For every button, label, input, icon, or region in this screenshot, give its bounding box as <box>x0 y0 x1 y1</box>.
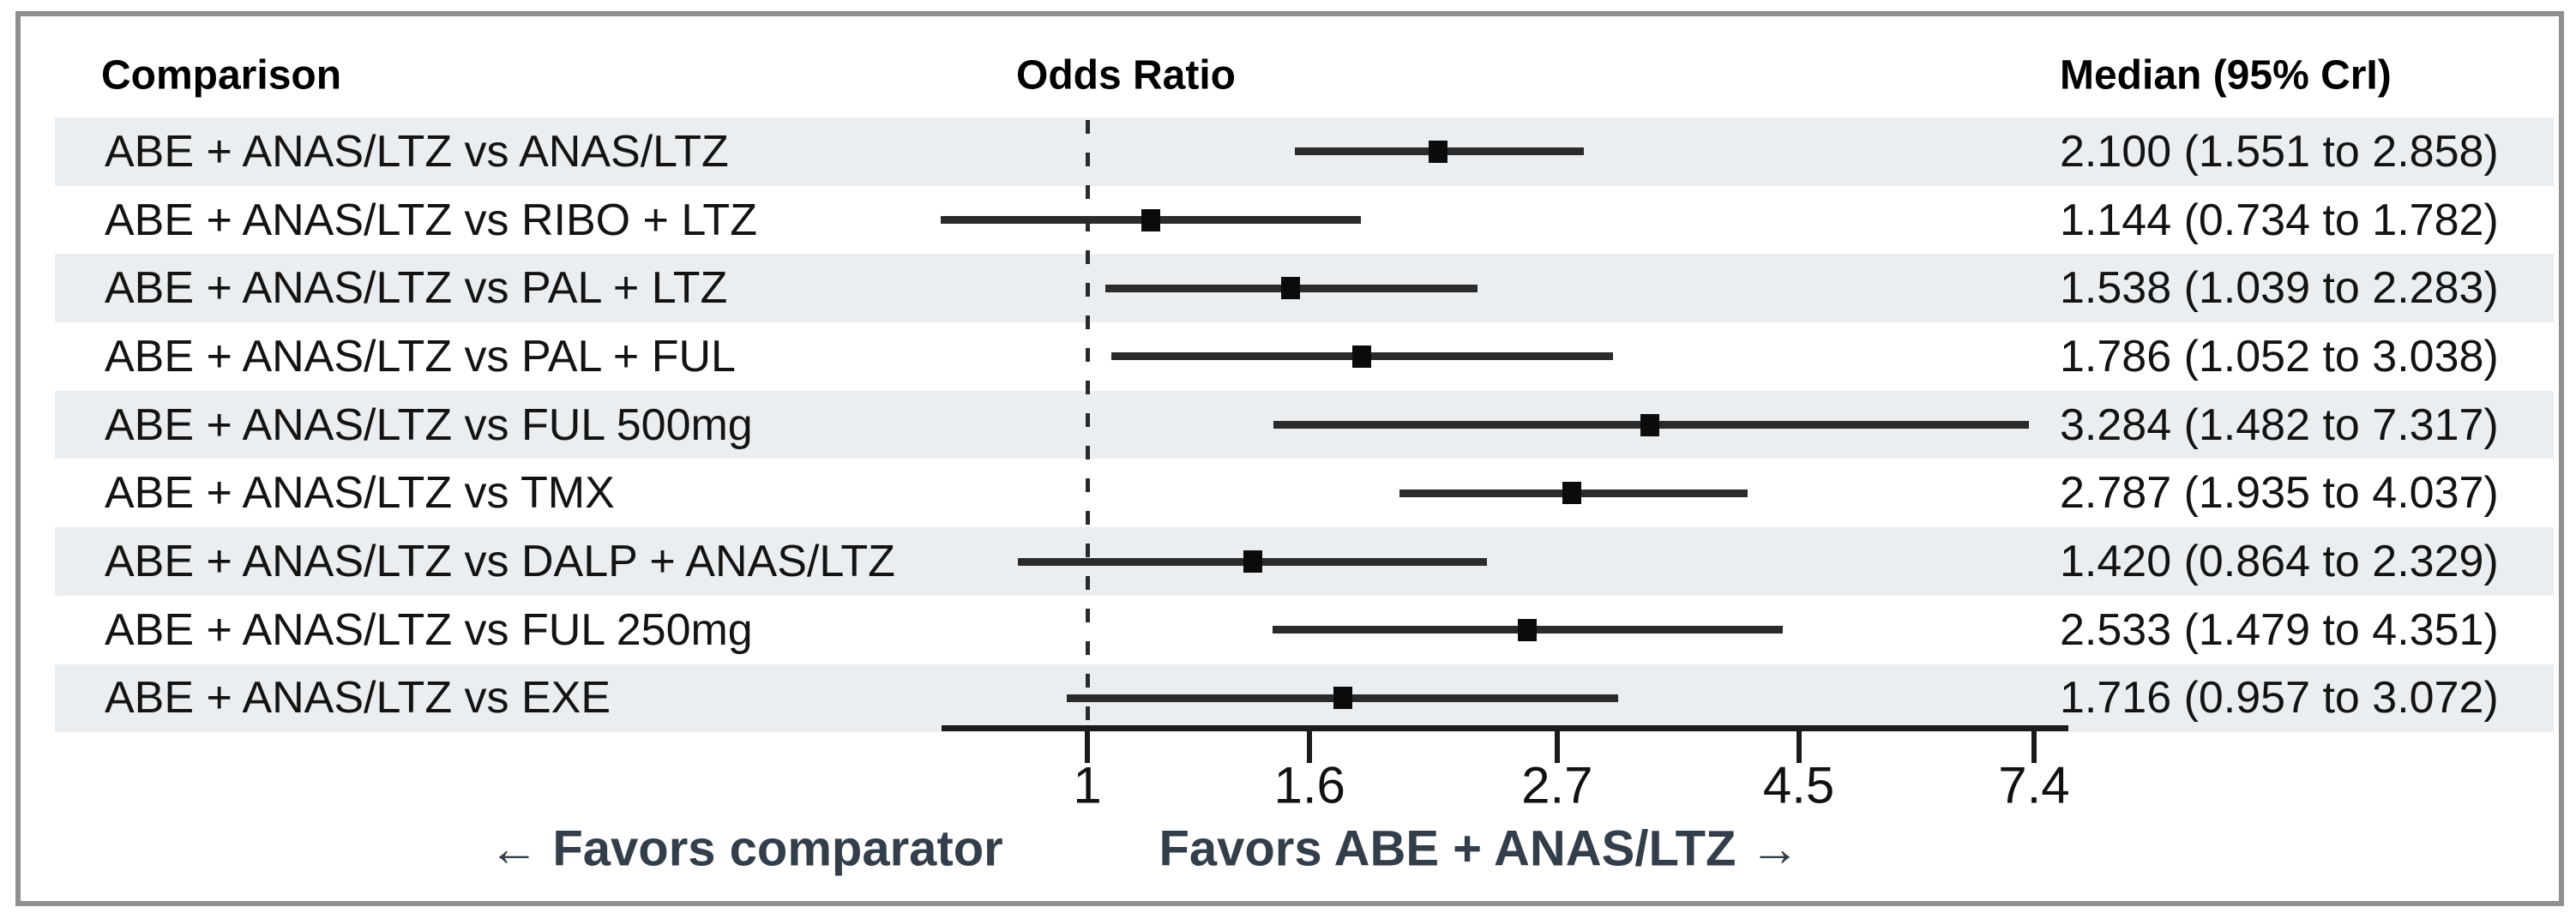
comparison-row-label: ABE + ANAS/LTZ vs ANAS/LTZ <box>105 126 729 177</box>
median-ci-value: 2.533 (1.479 to 4.351) <box>2060 604 2499 655</box>
median-point-marker <box>1243 550 1263 574</box>
x-axis-line <box>942 725 2068 731</box>
x-axis-tick <box>1554 725 1560 763</box>
median-ci-value: 2.100 (1.551 to 2.858) <box>2060 126 2499 177</box>
comparison-row-label: ABE + ANAS/LTZ vs EXE <box>105 673 611 724</box>
odds-ratio-column-header: Odds Ratio <box>1015 52 1237 99</box>
comparison-row-label: ABE + ANAS/LTZ vs TMX <box>105 468 615 519</box>
x-axis-tick-label: 1 <box>1073 756 1102 814</box>
median-ci-value: 1.716 (0.957 to 3.072) <box>2060 673 2499 724</box>
median-ci-value: 1.420 (0.864 to 2.329) <box>2060 537 2499 587</box>
x-axis-tick <box>1085 725 1090 763</box>
x-axis-tick <box>1796 725 1802 763</box>
median-ci-column-header: Median (95% CrI) <box>2060 52 2392 99</box>
median-point-marker <box>1429 140 1448 163</box>
median-ci-value: 3.284 (1.482 to 7.317) <box>2060 399 2499 450</box>
median-point-marker <box>1141 208 1161 231</box>
median-point-marker <box>1281 277 1301 300</box>
median-ci-value: 1.786 (1.052 to 3.038) <box>2060 331 2499 381</box>
median-point-marker <box>1333 687 1352 710</box>
median-point-marker <box>1351 345 1371 368</box>
median-point-marker <box>1640 413 1659 436</box>
x-axis-tick-label: 2.7 <box>1521 756 1593 814</box>
comparison-column-header: Comparison <box>101 52 342 99</box>
x-axis-tick-label: 1.6 <box>1273 756 1345 814</box>
comparison-row-label: ABE + ANAS/LTZ vs PAL + LTZ <box>105 263 728 314</box>
favors-treatment-label: Favors ABE + ANAS/LTZ → <box>1159 820 1800 877</box>
comparison-row-label: ABE + ANAS/LTZ vs FUL 500mg <box>105 399 753 450</box>
comparison-row-label: ABE + ANAS/LTZ vs RIBO + LTZ <box>105 195 757 245</box>
median-ci-value: 2.787 (1.935 to 4.037) <box>2060 468 2499 519</box>
comparison-row-label: ABE + ANAS/LTZ vs PAL + FUL <box>105 331 736 381</box>
reference-line-or-1 <box>1085 120 1090 725</box>
median-point-marker <box>1562 482 1582 505</box>
x-axis-tick <box>1307 725 1313 763</box>
x-axis-tick-label: 4.5 <box>1762 756 1835 814</box>
comparison-row-label: ABE + ANAS/LTZ vs DALP + ANAS/LTZ <box>105 537 895 587</box>
median-ci-value: 1.144 (0.734 to 1.782) <box>2060 195 2499 245</box>
median-ci-value: 1.538 (1.039 to 2.283) <box>2060 263 2499 314</box>
favors-comparator-label: ← Favors comparator <box>489 820 1003 877</box>
x-axis-tick-label: 7.4 <box>1998 756 2070 814</box>
comparison-row-label: ABE + ANAS/LTZ vs FUL 250mg <box>105 604 753 655</box>
x-axis-tick <box>2031 725 2037 763</box>
median-point-marker <box>1517 618 1537 641</box>
